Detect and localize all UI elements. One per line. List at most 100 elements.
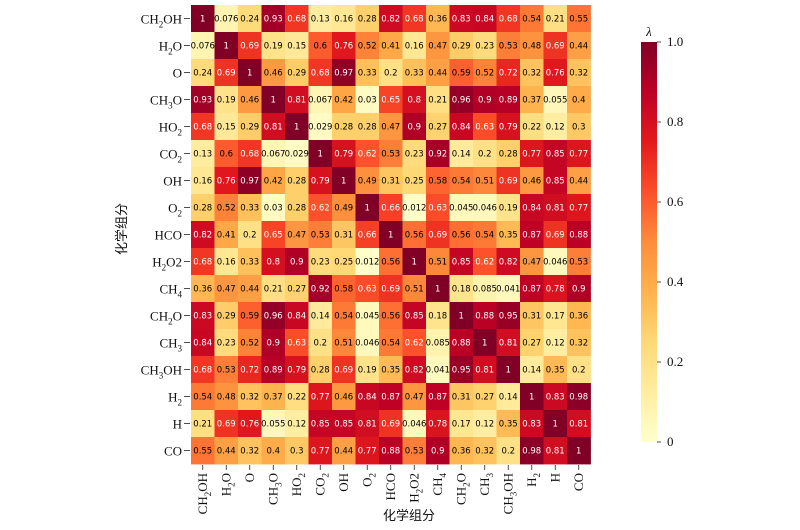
x-tick-label: H2O2 <box>406 473 424 503</box>
heatmap-cell <box>285 59 309 87</box>
heatmap-cell <box>449 437 474 465</box>
cell-value-label: 0.52 <box>240 339 259 349</box>
heatmap-cell <box>402 383 427 411</box>
heatmap-cell <box>308 221 333 249</box>
cell-value-label: 0.49 <box>334 204 353 214</box>
cell-value-label: 0.12 <box>546 123 565 133</box>
cell-value-label: 0.2 <box>572 366 586 376</box>
heatmap-cell <box>332 248 356 276</box>
heatmap-cell <box>496 302 521 330</box>
heatmap-cell <box>355 221 380 249</box>
heatmap-cell <box>426 356 450 384</box>
heatmap-cell <box>520 383 544 411</box>
heatmap-cell <box>402 32 427 60</box>
heatmap-cell <box>308 275 333 303</box>
heatmap-cell <box>308 410 333 438</box>
cell-value-label: 0.53 <box>405 447 424 457</box>
cell-value-label: 0.68 <box>193 366 212 376</box>
heatmap-cell <box>567 437 591 465</box>
heatmap-cell <box>473 329 497 357</box>
y-tick-label: O <box>173 66 182 81</box>
cell-value-label: 0.87 <box>522 231 541 241</box>
cell-value-label: 0.68 <box>311 69 330 79</box>
heatmap-cell <box>496 356 521 384</box>
heatmap-cell <box>473 167 497 195</box>
cell-value-label: 0.9 <box>290 258 304 268</box>
y-axis-label: 化学组分 <box>114 203 130 255</box>
x-tick-label: O2 <box>359 473 377 487</box>
cell-value-label: 0.076 <box>214 15 238 25</box>
heatmap-cell <box>191 437 215 465</box>
y-tick-label: H <box>173 417 182 432</box>
heatmap-cell <box>191 302 215 330</box>
cell-value-label: 0.83 <box>452 15 471 25</box>
heatmap-cell <box>426 86 450 114</box>
cell-value-label: 0.29 <box>217 312 236 322</box>
cell-value-label: 0.54 <box>334 312 353 322</box>
x-tick-label: H <box>547 473 562 482</box>
cell-value-label: 0.93 <box>193 96 212 106</box>
heatmap-cell <box>379 410 403 438</box>
cell-value-label: 0.81 <box>475 366 494 376</box>
cell-value-label: 0.46 <box>522 177 541 187</box>
heatmap-cell <box>355 329 380 357</box>
cell-value-label: 0.44 <box>428 69 447 79</box>
cell-value-label: 0.68 <box>240 150 259 160</box>
cell-value-label: 0.95 <box>452 366 471 376</box>
heatmap-cell <box>426 140 450 168</box>
cell-value-label: 0.17 <box>452 420 471 430</box>
heatmap-cell <box>567 32 591 60</box>
heatmap-cell <box>191 221 215 249</box>
cell-value-label: 0.53 <box>569 258 588 268</box>
heatmap-cell <box>473 32 497 60</box>
cell-value-label: 0.56 <box>405 231 424 241</box>
cell-value-label: 0.55 <box>569 15 588 25</box>
heatmap-cell <box>355 410 380 438</box>
cell-value-label: 0.78 <box>546 285 565 295</box>
y-tick-label: CH3 <box>159 336 182 354</box>
cell-value-label: 0.51 <box>428 258 447 268</box>
cell-value-label: 0.81 <box>358 420 377 430</box>
cell-value-label: 0.24 <box>240 15 259 25</box>
cell-value-label: 0.23 <box>311 258 330 268</box>
heatmap-cell <box>285 140 309 168</box>
heatmap-cell <box>238 437 262 465</box>
heatmap-cell <box>238 32 262 60</box>
cell-value-label: 0.24 <box>193 69 212 79</box>
heatmap-cell <box>402 248 427 276</box>
heatmap-cell <box>567 329 591 357</box>
heatmap-cell <box>496 59 521 87</box>
heatmap-cell <box>214 140 239 168</box>
cell-value-label: 0.2 <box>243 231 257 241</box>
x-tick-label: OH <box>336 473 351 492</box>
heatmap-cell <box>308 302 333 330</box>
cell-value-label: 0.79 <box>311 177 330 187</box>
cell-value-label: 0.89 <box>499 96 518 106</box>
cell-value-label: 0.23 <box>405 150 424 160</box>
heatmap-cell <box>308 329 333 357</box>
cell-value-label: 0.22 <box>287 393 306 403</box>
heatmap-cell <box>355 86 380 114</box>
heatmap-cell <box>214 302 239 330</box>
heatmap-cell <box>308 113 333 141</box>
heatmap-cell <box>543 275 568 303</box>
cell-value-label: 0.067 <box>308 96 332 106</box>
cell-value-label: 0.72 <box>240 366 259 376</box>
heatmap-cell <box>543 86 568 114</box>
cell-value-label: 0.44 <box>334 447 353 457</box>
cell-value-label: 0.77 <box>311 393 330 403</box>
cell-value-label: 0.046 <box>473 204 497 214</box>
heatmap-cell <box>473 86 497 114</box>
heatmap-cells: 1 0.076 0.24 0.93 0.68 0.13 0.16 0.28 0.82 0.68 0.… <box>191 5 591 465</box>
cell-value-label: 0.69 <box>334 366 353 376</box>
heatmap-cell <box>496 221 521 249</box>
cell-value-label: 0.29 <box>452 42 471 52</box>
cell-value-label: 1 <box>341 177 346 187</box>
heatmap-cell <box>379 32 403 60</box>
heatmap-cell <box>379 302 403 330</box>
heatmap-cell <box>214 59 239 87</box>
heatmap-cell <box>261 302 286 330</box>
cell-value-label: 0.28 <box>287 204 306 214</box>
cell-value-label: 0.16 <box>405 42 424 52</box>
heatmap-cell <box>308 140 333 168</box>
